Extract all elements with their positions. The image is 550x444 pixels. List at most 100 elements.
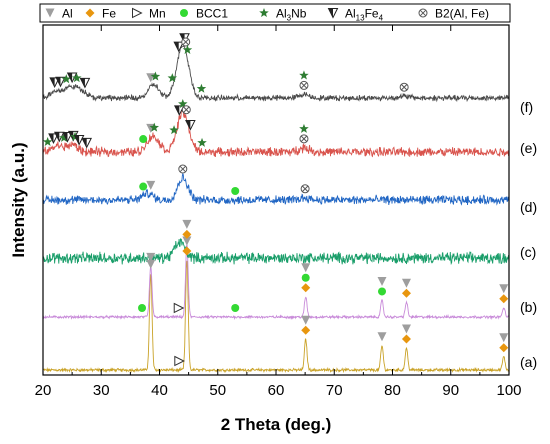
legend-label-b2: B2(Al, Fe) [435, 7, 489, 21]
peak-marker-al13fe4-icon [173, 41, 185, 53]
series-layer [43, 45, 509, 374]
peak-marker-fe-icon [301, 325, 311, 335]
legend-marker-bcc1-icon [180, 9, 188, 17]
peak-marker-al3nb-icon [149, 122, 160, 132]
legend-item-fe: Fe [85, 7, 116, 21]
peak-marker-al-icon [182, 219, 192, 229]
peak-marker-al-icon [401, 278, 411, 288]
peak-marker-al3nb-icon [59, 132, 69, 142]
legend-marker-b2-icon [418, 8, 428, 18]
peak-marker-al-icon [146, 180, 156, 190]
legend-marker-fe-icon [85, 8, 95, 18]
legend-frame [39, 3, 511, 23]
peak-marker-b2-icon [181, 37, 191, 47]
legend-label-al: Al [62, 7, 73, 21]
x-tick-label: 30 [93, 382, 110, 399]
peak-marker-al13fe4-icon [55, 76, 66, 88]
peak-marker-bcc1-icon [139, 182, 148, 191]
legend-item-al13fe4: Al13Fe4 [327, 7, 384, 23]
peak-marker-al3nb-icon [299, 70, 309, 80]
peak-marker-al-icon [301, 315, 311, 325]
peak-marker-al13fe4-icon [62, 132, 73, 143]
peak-marker-al-icon [146, 252, 156, 262]
series-line-5 [43, 107, 509, 158]
legend-marker-mn-icon [132, 7, 143, 19]
x-tick-label: 40 [151, 382, 168, 399]
peak-marker-mn-icon [173, 302, 185, 314]
peak-marker-al3nb-icon [167, 73, 178, 83]
series-label-6: (f) [520, 99, 533, 115]
legend-item-b2: B2(Al, Fe) [418, 7, 489, 21]
peak-marker-al3nb-icon [72, 73, 82, 83]
series-line-6 [43, 45, 509, 103]
x-axis-label: 2 Theta (deg.) [221, 415, 332, 434]
peak-marker-al-icon [377, 332, 387, 342]
peak-marker-al-icon [182, 236, 192, 246]
series-label-5: (e) [520, 140, 537, 156]
peak-marker-fe-icon [182, 229, 192, 239]
legend: Al Fe Mn BCC1 Al3Nb Al13Fe4 B2(Al, Fe) [39, 3, 511, 23]
peak-marker-al-icon [401, 324, 411, 334]
y-axis-label: Intensity (a.u.) [9, 142, 28, 257]
peak-marker-al13fe4-icon [79, 77, 91, 89]
legend-label-fe: Fe [102, 7, 116, 21]
legend-label-bcc1: BCC1 [196, 7, 228, 21]
series-label-2: (b) [520, 299, 537, 315]
peak-marker-fe-icon [182, 246, 192, 256]
peak-marker-fe-icon [401, 334, 411, 344]
legend-item-mn: Mn [132, 7, 166, 21]
peak-marker-fe-icon [499, 343, 509, 353]
legend-item-al: Al [45, 7, 73, 21]
peak-marker-al3nb-icon [42, 136, 53, 146]
peak-marker-al3nb-icon [150, 71, 161, 81]
peak-marker-bcc1-icon [139, 135, 148, 144]
peak-marker-al13fe4-icon [81, 137, 92, 149]
peak-marker-al-icon [499, 284, 509, 294]
peak-marker-al3nb-icon [197, 137, 207, 147]
x-axis: 20 30 40 50 60 70 80 90 100 [35, 25, 522, 399]
peak-marker-al3nb-icon [178, 98, 188, 109]
peak-marker-al-icon [499, 333, 509, 343]
peak-marker-mn-icon [174, 355, 185, 367]
x-tick-label: 20 [35, 382, 52, 399]
peak-marker-al-icon [377, 276, 387, 286]
legend-marker-al3nb-icon [259, 8, 269, 18]
series-line-3 [43, 238, 509, 266]
peak-marker-al13fe4-icon [185, 120, 196, 131]
x-tick-label: 100 [496, 382, 521, 399]
peak-marker-fe-icon [499, 294, 509, 304]
peak-marker-al3nb-icon [169, 125, 179, 135]
peak-marker-b2-icon [299, 80, 309, 90]
x-tick-label: 60 [268, 382, 285, 399]
peak-marker-b2-icon [399, 82, 409, 92]
series-label-1: (a) [520, 354, 537, 370]
peak-marker-al13fe4-icon [48, 133, 59, 144]
peak-marker-al-icon [146, 259, 156, 269]
peak-marker-bcc1-icon [231, 304, 240, 312]
peak-marker-al13fe4-icon [73, 135, 85, 146]
peak-marker-al13fe4-icon [173, 105, 185, 116]
legend-marker-al-icon [45, 8, 55, 18]
legend-item-bcc1: BCC1 [180, 7, 228, 21]
series-line-4 [43, 172, 509, 206]
series-label-3: (c) [520, 244, 536, 260]
x-tick-label: 50 [209, 382, 226, 399]
legend-item-al3nb: Al3Nb [259, 7, 307, 23]
series-line-2 [43, 243, 509, 321]
series-labels: (a) (b) (c) (d) (e) (f) [520, 99, 537, 370]
series-label-4: (d) [520, 199, 537, 215]
peak-marker-al-icon [301, 263, 311, 273]
peak-marker-al3nb-icon [196, 83, 207, 93]
peak-marker-al3nb-icon [299, 123, 309, 133]
legend-label-mn: Mn [149, 7, 166, 21]
x-tick-label: 90 [442, 382, 459, 399]
legend-label-al13fe4: Al13Fe4 [345, 7, 384, 23]
peak-marker-layer [42, 33, 509, 367]
peak-marker-bcc1-icon [301, 273, 310, 282]
x-tick-label: 70 [326, 382, 343, 399]
peak-marker-b2-icon [300, 184, 310, 194]
peak-marker-al3nb-icon [182, 44, 193, 54]
peak-marker-bcc1-icon [138, 304, 147, 312]
peak-marker-b2-icon [299, 134, 309, 144]
